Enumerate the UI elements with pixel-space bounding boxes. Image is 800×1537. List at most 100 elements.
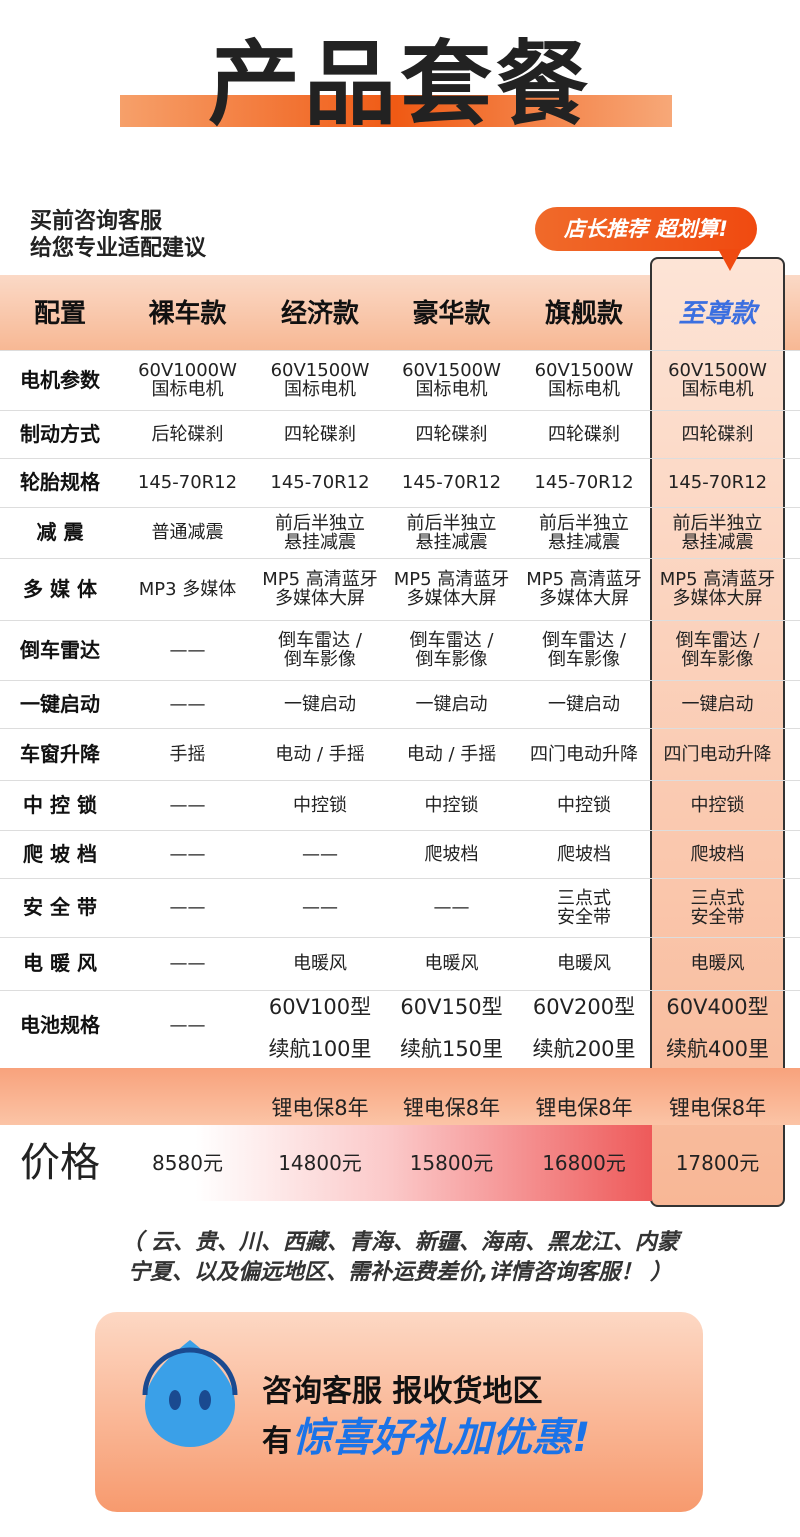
spec-line: 续航400里 bbox=[665, 1037, 770, 1061]
column-header: 裸车款 bbox=[148, 298, 227, 329]
title-bar bbox=[120, 95, 672, 127]
spec-cell: 145-70R12 bbox=[137, 472, 238, 493]
spec-cell: —— bbox=[302, 843, 338, 865]
spec-cell: 四轮碟刹 bbox=[681, 423, 754, 445]
spec-line: 续航200里 bbox=[532, 1037, 636, 1061]
consult-line: 给您专业适配建议 bbox=[30, 236, 207, 261]
spec-line: 倒车雷达 / bbox=[278, 630, 362, 651]
row-divider bbox=[0, 728, 800, 729]
row-divider bbox=[0, 558, 800, 559]
spec-line: 悬挂减震 bbox=[284, 531, 356, 553]
row-label: 一键启动 bbox=[20, 691, 100, 716]
spec-cell: 爬坡档 bbox=[557, 843, 611, 865]
spec-line: 国标电机 bbox=[151, 379, 224, 400]
price: 15800元 bbox=[409, 1150, 494, 1175]
consult-text: 买前咨询客服 给您专业适配建议 bbox=[30, 208, 206, 262]
spec-line: 国标电机 bbox=[284, 379, 356, 400]
spec-line: 多媒体大屏 bbox=[406, 588, 497, 609]
spec-line: 倒车影像 bbox=[415, 649, 488, 670]
spec-line: 续航100里 bbox=[268, 1037, 372, 1061]
spec-cell: 前后半独立 悬挂减震 bbox=[650, 507, 785, 558]
spec-cell: 前后半独立 悬挂减震 bbox=[255, 507, 385, 558]
spec-cell: —— bbox=[169, 794, 206, 816]
row-divider bbox=[0, 830, 800, 831]
row-divider bbox=[0, 507, 800, 508]
cta-highlight: 惊喜好礼加优惠! bbox=[292, 1415, 591, 1461]
spec-cell: 四轮碟刹 bbox=[415, 423, 488, 445]
row-label: 减 震 bbox=[36, 520, 84, 544]
spec-cell: —— bbox=[433, 897, 470, 918]
row-divider bbox=[0, 990, 800, 991]
spec-line: MP5 高清蓝牙 bbox=[659, 569, 776, 590]
row-label: 多 媒 体 bbox=[23, 576, 97, 601]
spec-cell: 60V100型 续航100里 锂电保8年 bbox=[255, 990, 385, 1130]
spec-cell: 145-70R12 bbox=[667, 472, 768, 493]
page-title: 产品套餐 bbox=[207, 31, 592, 138]
row-label: 安 全 带 bbox=[23, 895, 97, 919]
spec-line: 60V1500W bbox=[668, 360, 767, 381]
row-label: 轮胎规格 bbox=[20, 470, 100, 494]
spec-cell: 三点式 安全带 bbox=[518, 878, 650, 937]
spec-line: 倒车影像 bbox=[284, 649, 356, 670]
spec-cell: MP3 多媒体 bbox=[138, 578, 237, 600]
spec-cell: —— bbox=[169, 693, 206, 715]
mascot bbox=[142, 1340, 238, 1447]
row-divider bbox=[0, 620, 800, 621]
spec-cell: 一键启动 bbox=[284, 693, 356, 715]
spec-line: 锂电保8年 bbox=[402, 1096, 501, 1120]
spec-cell: 电暖风 bbox=[424, 953, 479, 974]
spec-cell: 60V1500W 国标电机 bbox=[650, 350, 785, 410]
spec-cell: 爬坡档 bbox=[690, 843, 745, 865]
spec-line: 倒车雷达 / bbox=[675, 630, 760, 651]
spec-cell: 一键启动 bbox=[681, 693, 754, 715]
spec-line: 悬挂减震 bbox=[415, 531, 488, 553]
spec-line: 60V1500W bbox=[534, 360, 634, 381]
row-divider bbox=[0, 410, 800, 411]
column-header: 配置 bbox=[33, 298, 86, 329]
price: 17800元 bbox=[675, 1150, 760, 1175]
spec-line: 国标电机 bbox=[681, 379, 754, 400]
spec-cell: —— bbox=[169, 843, 206, 865]
row-label: 电 暖 风 bbox=[23, 951, 97, 975]
row-label: 电机参数 bbox=[20, 367, 100, 392]
spec-cell: MP5 高清蓝牙 多媒体大屏 bbox=[650, 558, 785, 620]
row-divider bbox=[0, 350, 800, 351]
spec-line: 国标电机 bbox=[415, 379, 488, 400]
spec-cell: 前后半独立 悬挂减震 bbox=[385, 507, 518, 558]
column-header: 经济款 bbox=[280, 298, 359, 329]
cta-offer: 有惊喜好礼加优惠! bbox=[262, 1405, 590, 1463]
spec-cell: 四门电动升降 bbox=[530, 743, 638, 765]
spec-line: 前后半独立 bbox=[275, 512, 365, 534]
spec-line: 60V100型 bbox=[268, 995, 372, 1019]
spec-cell: 手摇 bbox=[169, 743, 206, 765]
row-label: 倒车雷达 bbox=[20, 637, 100, 662]
note: （ 云、贵、川、西藏、青海、新疆、海南、黑龙江、内蒙 宁夏、以及偏远地区、需补运… bbox=[0, 1228, 800, 1288]
spec-cell: 60V1000W 国标电机 bbox=[120, 350, 255, 410]
spec-line: MP5 高清蓝牙 bbox=[262, 569, 378, 590]
spec-cell: 电暖风 bbox=[690, 953, 745, 974]
spec-line: 60V1000W bbox=[138, 360, 237, 381]
spec-line: 前后半独立 bbox=[539, 512, 629, 534]
spec-line: 60V400型 bbox=[666, 995, 769, 1019]
price-label: 价格 bbox=[20, 1139, 100, 1186]
spec-cell: MP5 高清蓝牙 多媒体大屏 bbox=[255, 558, 385, 620]
spec-cell: 四轮碟刹 bbox=[548, 423, 620, 445]
row-divider bbox=[0, 458, 800, 459]
price: 14800元 bbox=[278, 1150, 362, 1175]
spec-line: 锂电保8年 bbox=[271, 1096, 369, 1120]
spec-line: 前后半独立 bbox=[672, 512, 763, 534]
note-line: （ 云、贵、川、西藏、青海、新疆、海南、黑龙江、内蒙 bbox=[121, 1230, 679, 1255]
spec-cell: 三点式 安全带 bbox=[650, 878, 785, 937]
spec-cell: 145-70R12 bbox=[401, 472, 502, 493]
price: 16800元 bbox=[542, 1150, 626, 1175]
spec-cell: 电动 / 手摇 bbox=[275, 743, 365, 765]
spec-line: MP5 高清蓝牙 bbox=[526, 569, 642, 590]
spec-line: 倒车雷达 / bbox=[542, 630, 626, 651]
spec-cell: 60V1500W 国标电机 bbox=[518, 350, 650, 410]
spec-cell: —— bbox=[169, 639, 206, 661]
spec-line: 60V200型 bbox=[532, 995, 636, 1019]
warranty-band bbox=[0, 1068, 800, 1125]
spec-line: 悬挂减震 bbox=[548, 531, 620, 553]
spec-line: 续航150里 bbox=[399, 1037, 504, 1061]
cta-line: 咨询客服 报收货地区 bbox=[262, 1374, 543, 1409]
